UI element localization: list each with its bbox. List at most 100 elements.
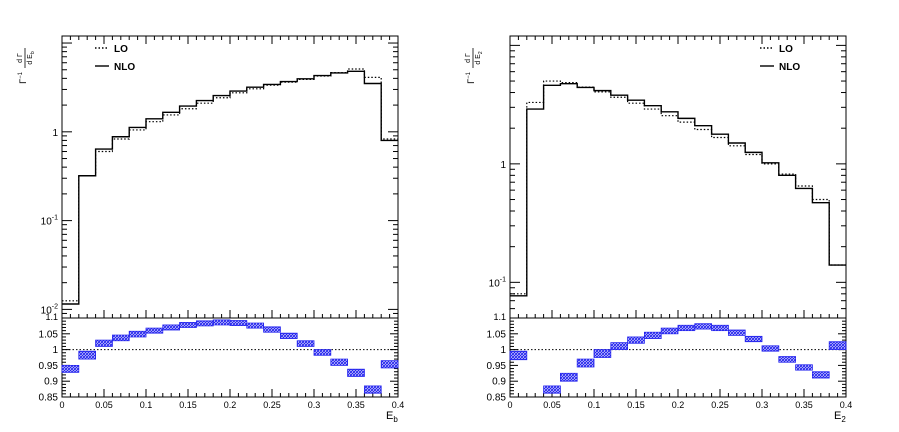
ratio-y-tick-label: 0.95	[487, 361, 507, 372]
upper-x-ticks	[61, 36, 399, 318]
ratio-band-bin	[263, 326, 281, 333]
x-tick-label: 0.05	[95, 400, 113, 410]
ratio-band-bin	[296, 340, 315, 347]
x-tick-label: 0.3	[756, 400, 769, 410]
legend-label-lo: LO	[779, 44, 793, 55]
ratio-band-bin	[145, 327, 164, 334]
ratio-band-bin	[694, 323, 712, 330]
ratio-y-tick-label: 1.05	[487, 329, 507, 340]
series-nlo-line	[510, 82, 846, 297]
ratio-band-bin	[95, 339, 113, 347]
y-tick-label: 1	[52, 128, 58, 139]
ratio-band-bin	[560, 372, 578, 382]
ratio-y-tick-label: 1.1	[45, 312, 58, 322]
ratio-band-bin	[711, 324, 729, 332]
x-tick-label: 0.4	[840, 400, 853, 410]
ratio-band-bin	[347, 368, 365, 377]
x-tick-label: 0.35	[795, 400, 813, 410]
x-tick-label: 0.15	[627, 400, 645, 410]
ratio-band-bin	[761, 345, 780, 352]
x-axis-title: E2	[834, 410, 846, 424]
x-tick-label: 0.35	[347, 400, 365, 410]
ratio-y-tick-label: 1.05	[39, 329, 59, 340]
ratio-band-bin	[644, 331, 662, 339]
ratio-band-bin	[128, 330, 147, 338]
ratio-band-bin	[828, 341, 847, 351]
upper-x-ticks	[509, 36, 847, 318]
x-tick-label: 0.25	[711, 400, 729, 410]
ratio-y-tick-label: 0.95	[39, 361, 59, 372]
ratio-band-bin	[812, 371, 830, 379]
ratio-band-bin	[78, 350, 97, 360]
ratio-band-bin	[543, 385, 561, 394]
upper-pad-frame	[61, 35, 399, 319]
series-nlo-line	[62, 70, 398, 305]
x-tick-label: 0.05	[543, 400, 561, 410]
ratio-band-bin	[112, 334, 130, 342]
x-tick-label: 0.4	[392, 400, 405, 410]
ratio-y-tick-label: 0.9	[492, 377, 506, 388]
ratio-band-bin	[195, 320, 214, 327]
y-tick-label: 10-1	[41, 215, 58, 228]
ratio-band-bin	[212, 319, 231, 326]
ratio-pad-frame	[61, 317, 399, 398]
legend-label-lo: LO	[114, 44, 128, 55]
x-axis-title: Eb	[386, 410, 398, 424]
ratio-band	[509, 323, 847, 394]
y-axis-title-denominator: d E2	[475, 51, 484, 65]
ratio-band-bin	[246, 322, 265, 329]
ratio-band	[61, 319, 399, 394]
y-tick-label: 10-1	[489, 276, 506, 289]
ratio-y-tick-label: 0.9	[44, 377, 58, 388]
x-tick-label: 0	[507, 400, 512, 410]
upper-y-ticks: 1 10-1	[489, 44, 846, 319]
ratio-band-bin	[593, 349, 612, 358]
y-axis-title-numerator: d Γ	[17, 53, 24, 63]
ratio-y-tick-label: 1	[52, 345, 58, 356]
x-tick-label: 0	[59, 400, 64, 410]
ratio-band-bin	[279, 332, 298, 339]
x-tick-label: 0.2	[224, 400, 237, 410]
ratio-x-ticks: 0 0.05 0.1 0.15 0.2 0.25 0.3 0.35 0.4	[507, 389, 852, 410]
ratio-y-tick-label: 1.1	[493, 312, 506, 322]
x-tick-label: 0.1	[588, 400, 601, 410]
ratio-band-bin	[744, 335, 763, 343]
x-tick-label: 0.15	[179, 400, 197, 410]
upper-y-ticks: 1 10-1 10-2	[41, 42, 398, 319]
ratio-band-bin	[778, 356, 796, 363]
ratio-y-ticks: 0.85 0.9 0.95 1 1.05 1.1	[487, 312, 846, 404]
ratio-band-bin	[61, 364, 80, 373]
legend: LO NLO	[760, 44, 800, 73]
x-tick-label: 0.1	[140, 400, 153, 410]
ratio-y-tick-label: 0.85	[39, 393, 59, 404]
ratio-band-bin	[610, 342, 628, 351]
y-axis-title-numerator: d Γ	[465, 53, 472, 63]
ratio-band-bin	[229, 320, 248, 326]
x-tick-label: 0.25	[263, 400, 281, 410]
legend-label-nlo: NLO	[114, 62, 135, 73]
ratio-band-bin	[677, 324, 696, 332]
series-lo-line	[62, 68, 398, 302]
ratio-x-ticks: 0 0.05 0.1 0.15 0.2 0.25 0.3 0.35 0.4	[59, 389, 404, 410]
ratio-band-bin	[380, 360, 399, 369]
ratio-band-bin	[576, 358, 595, 368]
ratio-y-tick-label: 0.85	[487, 393, 507, 404]
y-tick-label: 1	[500, 160, 506, 171]
y-axis-title-gamma: Γ−1	[466, 71, 476, 83]
legend-label-nlo: NLO	[779, 62, 800, 73]
ratio-band-bin	[179, 322, 197, 328]
ratio-band-bin	[330, 358, 348, 366]
ratio-band-bin	[313, 349, 332, 356]
x-tick-label: 0.2	[672, 400, 685, 410]
ratio-band-bin	[363, 385, 382, 394]
ratio-band-bin	[162, 324, 181, 331]
y-axis-title-denominator: d Eb	[27, 51, 36, 65]
series-lo-line	[510, 80, 846, 295]
ratio-band-bin	[627, 336, 645, 344]
